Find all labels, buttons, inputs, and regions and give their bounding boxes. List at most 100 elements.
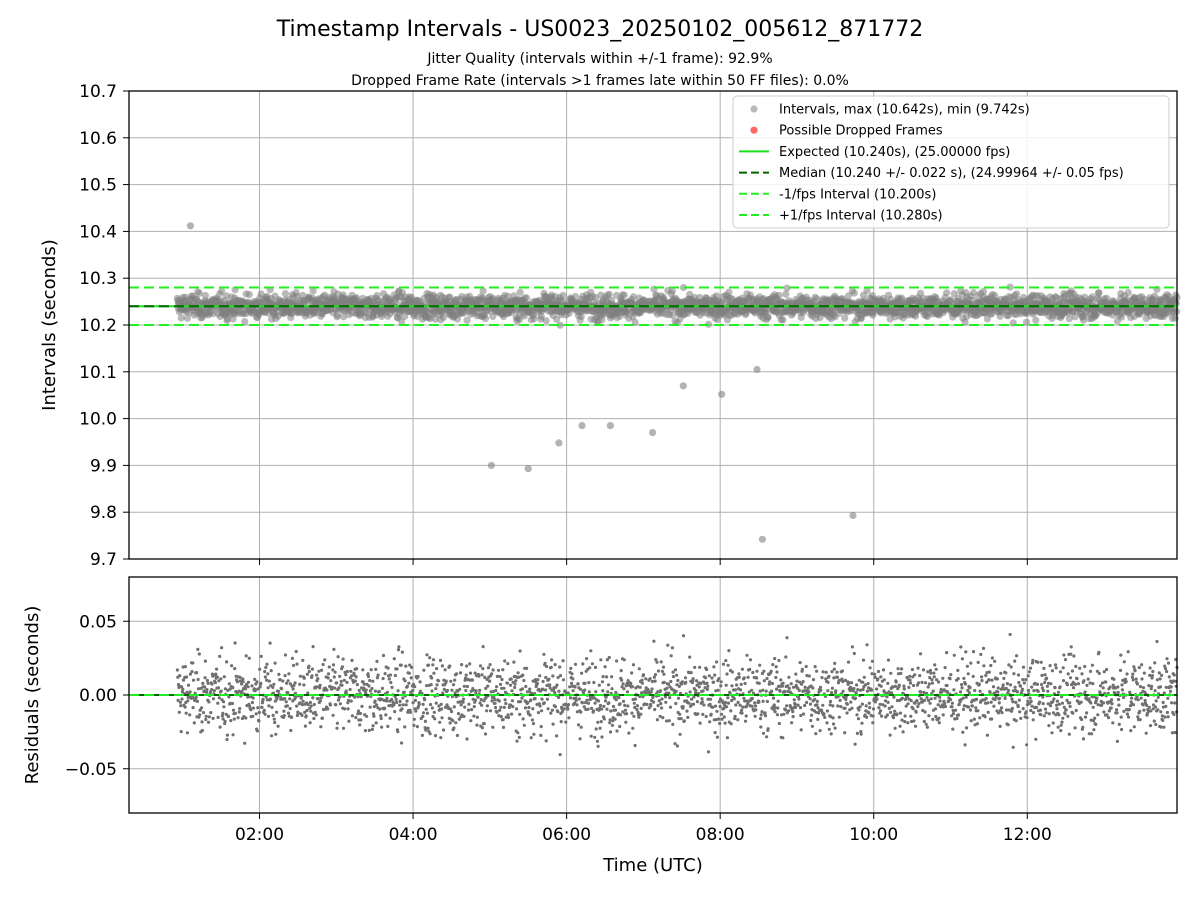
residual-point: [941, 713, 945, 717]
residual-point: [438, 658, 443, 663]
residual-point: [593, 701, 597, 705]
residual-point: [335, 681, 339, 685]
residual-point: [909, 699, 913, 703]
residual-point: [301, 699, 305, 703]
residual-point: [284, 700, 288, 704]
residual-point: [183, 665, 187, 669]
residual-point: [1047, 724, 1051, 728]
residual-point: [205, 688, 209, 692]
residual-point: [305, 672, 309, 676]
residual-point: [943, 704, 948, 709]
residual-point: [861, 680, 865, 684]
interval-point: [556, 321, 564, 329]
residual-point: [1015, 690, 1020, 694]
residual-point: [1015, 654, 1019, 658]
residual-point: [871, 714, 875, 718]
residual-point: [376, 673, 380, 677]
residual-point: [978, 716, 982, 720]
residual-point: [926, 698, 931, 703]
residual-point: [656, 704, 660, 708]
residual-point: [553, 690, 557, 695]
residual-point: [283, 697, 287, 701]
residual-point: [407, 681, 411, 685]
residual-point: [335, 721, 339, 725]
residual-point: [990, 678, 994, 682]
residual-point: [774, 665, 778, 669]
residual-point: [858, 705, 862, 709]
intervals-panel: 9.79.89.910.010.110.210.310.410.510.610.…: [39, 82, 1181, 570]
residual-point: [380, 725, 384, 729]
residual-point: [259, 681, 263, 686]
residual-point: [538, 674, 542, 678]
residual-point: [743, 719, 748, 723]
residual-point: [485, 709, 489, 713]
residual-point: [1006, 723, 1010, 727]
residual-point: [265, 662, 269, 666]
residual-point: [1018, 684, 1023, 688]
residual-point: [298, 674, 302, 678]
residual-point: [669, 654, 673, 658]
residual-point: [413, 698, 417, 703]
residual-point: [247, 656, 251, 660]
residual-point: [1040, 673, 1044, 678]
residual-point: [700, 697, 704, 701]
residual-point: [421, 714, 425, 719]
residual-point: [987, 678, 991, 682]
residual-point: [716, 688, 720, 692]
residual-point: [793, 705, 798, 710]
residual-point: [346, 707, 350, 711]
residual-point: [420, 733, 424, 738]
residual-point: [205, 678, 209, 683]
residual-point: [656, 669, 661, 673]
residual-point: [666, 643, 670, 647]
residual-point: [1058, 685, 1062, 689]
residual-point: [725, 736, 730, 740]
residual-point: [425, 711, 429, 715]
chart-subtitle-jitter: Jitter Quality (intervals within +/-1 fr…: [426, 51, 772, 67]
residual-point: [375, 703, 379, 707]
residual-point: [670, 646, 675, 650]
residual-point: [873, 672, 877, 676]
legend-marker: [750, 126, 758, 134]
residual-point: [929, 671, 933, 675]
interval-point: [764, 313, 772, 321]
residual-point: [562, 707, 566, 711]
residual-point: [708, 697, 713, 701]
residual-point: [532, 732, 536, 736]
residual-point: [928, 701, 932, 705]
residual-point: [822, 712, 826, 716]
residual-point: [626, 704, 630, 708]
residual-point: [551, 674, 555, 678]
residual-point: [1055, 707, 1059, 711]
residual-point: [325, 688, 329, 692]
residual-point: [718, 704, 722, 709]
residual-point: [575, 703, 579, 707]
interval-point: [489, 312, 497, 321]
residual-point: [550, 658, 554, 662]
residual-point: [650, 679, 655, 684]
residual-point: [737, 672, 741, 676]
residual-point: [678, 732, 682, 736]
residual-point: [865, 643, 869, 647]
residual-point: [886, 681, 890, 686]
residual-point: [1019, 716, 1023, 721]
residual-point: [993, 659, 997, 663]
residual-point: [485, 704, 489, 708]
chart-subtitle-dropped: Dropped Frame Rate (intervals >1 frames …: [351, 73, 849, 89]
residual-point: [861, 658, 866, 662]
residual-point: [531, 707, 535, 711]
residual-point: [831, 722, 836, 726]
residual-point: [808, 697, 812, 701]
residual-point: [925, 696, 929, 700]
residual-point: [210, 682, 214, 686]
residual-point: [274, 732, 278, 736]
residual-point: [974, 706, 978, 710]
residual-point: [431, 658, 436, 662]
residual-point: [1036, 660, 1040, 664]
residual-point: [578, 737, 582, 741]
residual-point: [623, 703, 627, 708]
residual-point: [799, 713, 803, 718]
residual-point: [222, 705, 226, 709]
interval-point: [898, 294, 906, 302]
interval-outlier-point: [679, 382, 687, 390]
